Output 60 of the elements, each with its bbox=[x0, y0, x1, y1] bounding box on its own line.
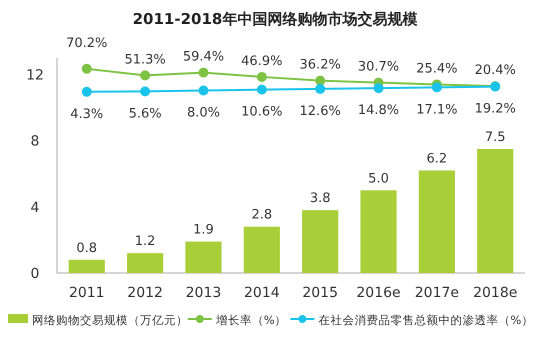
data-label: 46.9% bbox=[241, 54, 282, 69]
bar bbox=[302, 210, 338, 273]
data-label: 30.7% bbox=[358, 60, 400, 75]
data-label: 5.6% bbox=[128, 106, 162, 122]
bar bbox=[68, 260, 105, 273]
data-label: 5.0 bbox=[368, 171, 389, 186]
y-tick-label: 12 bbox=[26, 68, 44, 84]
bar bbox=[244, 226, 280, 273]
bar bbox=[185, 242, 222, 273]
point bbox=[315, 76, 326, 86]
data-label: 10.6% bbox=[241, 104, 282, 120]
data-label: 12.6% bbox=[300, 104, 341, 119]
x-tick-label: 2015 bbox=[302, 285, 338, 301]
y-tick-label: 4 bbox=[30, 200, 40, 216]
y-tick-label: 0 bbox=[30, 266, 40, 282]
data-label: 36.2% bbox=[300, 58, 341, 73]
x-tick-label: 2011 bbox=[68, 285, 105, 301]
point bbox=[256, 84, 267, 95]
data-label: 59.4% bbox=[182, 50, 224, 65]
data-label: 25.4% bbox=[416, 61, 458, 76]
data-label: 1.9 bbox=[193, 222, 214, 238]
chart-title: 2011-2018年中国网络购物市场交易规模 bbox=[132, 10, 418, 28]
bar bbox=[477, 148, 514, 273]
data-label: 0.8 bbox=[76, 240, 98, 256]
x-tick-label: 2013 bbox=[186, 285, 222, 301]
x-tick-label: 2012 bbox=[127, 285, 163, 301]
legend-label: 增长率（%） bbox=[214, 313, 287, 327]
point bbox=[82, 64, 92, 74]
point bbox=[82, 86, 92, 97]
data-label: 7.5 bbox=[484, 130, 506, 145]
data-label: 3.8 bbox=[310, 191, 331, 206]
point bbox=[198, 68, 208, 78]
data-label: 8.0% bbox=[186, 106, 220, 121]
data-label: 14.8% bbox=[358, 103, 400, 118]
bar bbox=[127, 253, 164, 273]
point bbox=[140, 86, 150, 96]
data-label: 17.1% bbox=[416, 102, 458, 118]
data-label: 20.4% bbox=[474, 63, 516, 78]
data-label: 51.3% bbox=[124, 52, 166, 68]
data-label: 2.8 bbox=[251, 208, 272, 223]
x-tick-label: 2016e bbox=[356, 285, 401, 301]
data-label: 6.2 bbox=[426, 151, 448, 166]
bar bbox=[360, 190, 397, 273]
data-label: 70.2% bbox=[66, 36, 108, 51]
data-label: 19.2% bbox=[474, 102, 516, 117]
point bbox=[256, 72, 267, 82]
x-tick-label: 2014 bbox=[244, 285, 280, 301]
point bbox=[198, 86, 208, 96]
point bbox=[374, 83, 384, 94]
legend-label: 网络购物交易规模（万亿元） bbox=[32, 313, 188, 327]
x-tick-label: 2017e bbox=[414, 285, 460, 301]
point bbox=[432, 82, 442, 92]
data-label: 1.2 bbox=[134, 234, 156, 250]
x-tick-label: 2018e bbox=[473, 285, 518, 301]
data-label: 4.3% bbox=[70, 106, 104, 122]
y-tick-label: 8 bbox=[30, 134, 40, 150]
point bbox=[140, 70, 150, 80]
point bbox=[315, 84, 326, 94]
legend-label: 在社会消费品零售总额中的渗透率（%） bbox=[318, 313, 534, 327]
bar bbox=[418, 170, 455, 273]
